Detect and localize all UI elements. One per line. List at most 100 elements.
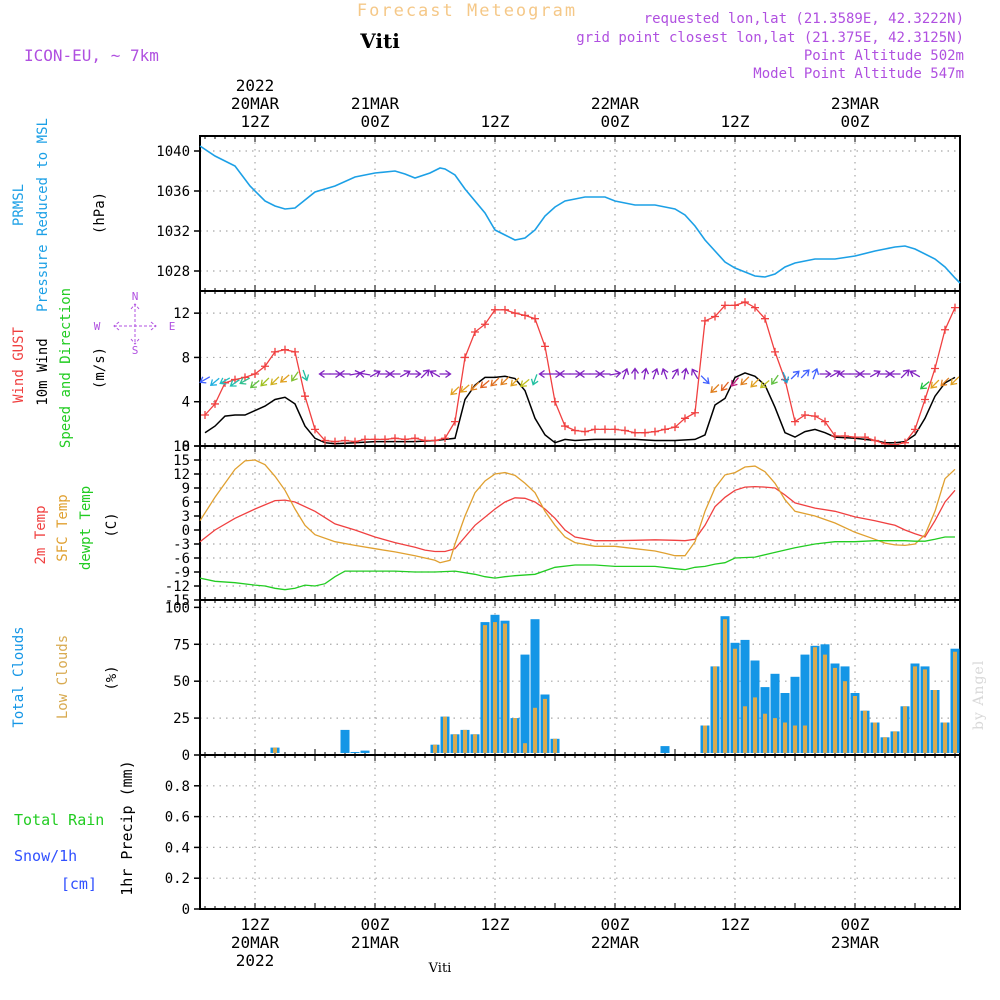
- wind-direction-arrow: [681, 367, 690, 380]
- pressure-unit: (hPa): [92, 192, 108, 234]
- side-labels: PRMSL Pressure Reduced to MSL (hPa) Wind GU…: [11, 118, 175, 896]
- top-time-label: 00Z: [841, 112, 870, 131]
- gust-marker: [671, 423, 679, 432]
- gust-marker: [761, 314, 769, 323]
- gust-marker: [571, 426, 579, 435]
- low-clouds-bar: [513, 718, 517, 753]
- pressure-label: Pressure Reduced to MSL: [35, 118, 51, 312]
- gust-marker: [311, 425, 319, 434]
- gust-marker: [381, 435, 389, 444]
- y-tick-label: 50: [173, 674, 190, 690]
- wind-direction-arrow: [900, 369, 910, 379]
- dewpt-temp-label: dewpt Temp: [78, 486, 94, 570]
- wind-direction-arrow: [270, 376, 280, 386]
- wind-direction-arrow: [558, 369, 571, 379]
- total-clouds-bar: [740, 639, 750, 753]
- gust-marker: [731, 301, 739, 310]
- wind-direction-arrow: [358, 369, 371, 378]
- gust-marker: [401, 435, 409, 444]
- gust-marker: [721, 301, 729, 310]
- wind-direction-arrow: [420, 369, 430, 379]
- wind-direction-arrow: [369, 370, 381, 378]
- top-time-label: 12Z: [481, 112, 510, 131]
- panel-frame: [199, 290, 961, 447]
- wind-direction-arrow: [519, 378, 530, 388]
- footer-location: Viti: [428, 961, 452, 976]
- wind-direction-arrow: [641, 367, 650, 380]
- y-tick-label: 12: [173, 467, 190, 483]
- header-model-altitude: Model Point Altitude 547m: [753, 66, 964, 82]
- wind-direction-arrow: [199, 376, 211, 384]
- y-tick-label: 18: [173, 439, 190, 455]
- gust-marker: [621, 426, 629, 435]
- panel-frame: [199, 445, 961, 601]
- top-time-label: 12Z: [721, 112, 750, 131]
- wind-direction-arrow: [781, 371, 790, 384]
- precip-legend-label: Total Rain: [14, 811, 104, 829]
- gust-marker: [941, 325, 949, 334]
- wind-gust-line: [204, 301, 956, 446]
- low-clouds-bar: [933, 690, 937, 753]
- total-clouds-bar: [790, 676, 800, 753]
- wind-direction-arrow: [609, 369, 622, 378]
- gust-marker: [841, 432, 849, 441]
- low-clouds-bar: [273, 747, 277, 753]
- wind-direction-arrow: [388, 369, 401, 379]
- gust-marker: [861, 433, 869, 442]
- low-clouds-bar: [713, 666, 717, 753]
- header-gridpoint: grid point closest lon,lat (21.375E, 42.…: [576, 30, 964, 46]
- dewpt-temp-line: [199, 536, 955, 591]
- y-tick-label: 6: [182, 495, 190, 511]
- compass-letter: S: [132, 344, 139, 357]
- gust-marker: [421, 436, 429, 445]
- gust-marker: [441, 434, 449, 443]
- panel-frame: [199, 135, 961, 292]
- wind-direction-arrow: [950, 376, 960, 386]
- low-clouds-bar: [803, 725, 807, 753]
- low-clouds-bar: [843, 681, 847, 753]
- low-clouds-bar: [813, 647, 817, 753]
- gust-marker: [531, 314, 539, 323]
- wind-direction-arrow: [578, 369, 591, 379]
- gust-marker: [691, 408, 699, 417]
- wind-direction-arrow: [869, 370, 881, 378]
- low-clouds-bar: [473, 734, 477, 753]
- wind-direction-arrow: [771, 374, 779, 386]
- low-clouds-bar: [753, 697, 757, 753]
- gust-marker: [321, 436, 329, 445]
- gust-marker: [301, 392, 309, 401]
- top-time-label: 12Z: [241, 112, 270, 131]
- wind-direction-arrow: [538, 369, 551, 379]
- y-tick-label: 3: [182, 509, 190, 525]
- low-clouds-bar: [503, 623, 507, 753]
- gust-marker: [851, 433, 859, 442]
- precip-unit: 1hr Precip (mm): [118, 760, 136, 895]
- sfc-temp-label: SFC Temp: [55, 494, 71, 561]
- top-time-label: 00Z: [601, 112, 630, 131]
- low-clouds-bar: [553, 738, 557, 753]
- wind-direction-arrow: [919, 381, 930, 390]
- pressure-line: [199, 145, 961, 284]
- wind-direction-arrow: [838, 369, 851, 379]
- wind-direction-arrow: [260, 377, 270, 387]
- wind-direction-arrow: [700, 375, 710, 385]
- low-clouds-label: Low Clouds: [55, 635, 71, 719]
- wind-direction-arrow: [459, 384, 470, 393]
- gust-marker: [711, 312, 719, 321]
- wind-direction-arrow: [219, 377, 231, 385]
- wind-direction-arrow: [720, 381, 729, 392]
- gust-marker: [931, 364, 939, 373]
- gust-marker: [461, 353, 469, 362]
- total-clouds-label: Total Clouds: [11, 626, 27, 727]
- low-clouds-bar: [893, 731, 897, 753]
- gust-marker: [641, 428, 649, 437]
- gust-marker: [581, 427, 589, 436]
- total-clouds-bar: [360, 750, 370, 753]
- top-time-label: 2022: [236, 76, 275, 95]
- precip-legend-label: Snow/1h: [14, 847, 77, 865]
- bottom-time-label: 22MAR: [591, 933, 640, 952]
- temp-2m-line: [199, 485, 956, 553]
- gust-marker: [271, 347, 279, 356]
- gust-marker: [631, 428, 639, 437]
- wind-direction-arrow: [338, 369, 351, 379]
